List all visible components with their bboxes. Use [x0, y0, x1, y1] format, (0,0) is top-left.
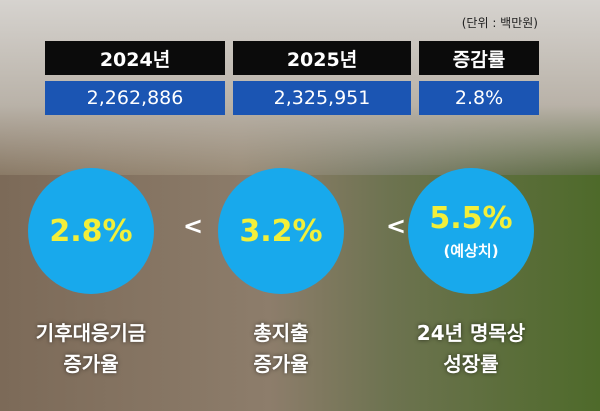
table-cell: 2,325,951 [233, 81, 411, 115]
label-line: 성장률 [443, 352, 499, 376]
operator: < [386, 212, 407, 240]
table-header: 2025년 [233, 41, 411, 75]
rate-note: (예상치) [443, 242, 499, 260]
label-line: 증가율 [253, 352, 309, 376]
table-cell: 2,262,886 [45, 81, 225, 115]
operator: < [183, 212, 204, 240]
label-line: 기후대응기금 [35, 321, 147, 345]
label: 총지출 증가율 [181, 318, 381, 380]
circle: 2.8% [28, 168, 154, 294]
label-line: 총지출 [253, 321, 309, 345]
circle: 3.2% [218, 168, 344, 294]
table-cell: 2.8% [419, 81, 539, 115]
label-line: 증가율 [63, 352, 119, 376]
table-header: 증감률 [419, 41, 539, 75]
circle: 5.5% (예상치) [408, 168, 534, 294]
rate: 2.8% [49, 213, 133, 249]
label: 24년 명목상 성장률 [371, 318, 571, 380]
rate: 5.5% [429, 201, 513, 236]
unit-note: (단위 : 백만원) [461, 16, 538, 30]
label: 기후대응기금 증가율 [0, 318, 191, 380]
rate: 3.2% [239, 213, 323, 249]
table-header: 2024년 [45, 41, 225, 75]
label-line: 24년 명목상 [416, 321, 526, 345]
